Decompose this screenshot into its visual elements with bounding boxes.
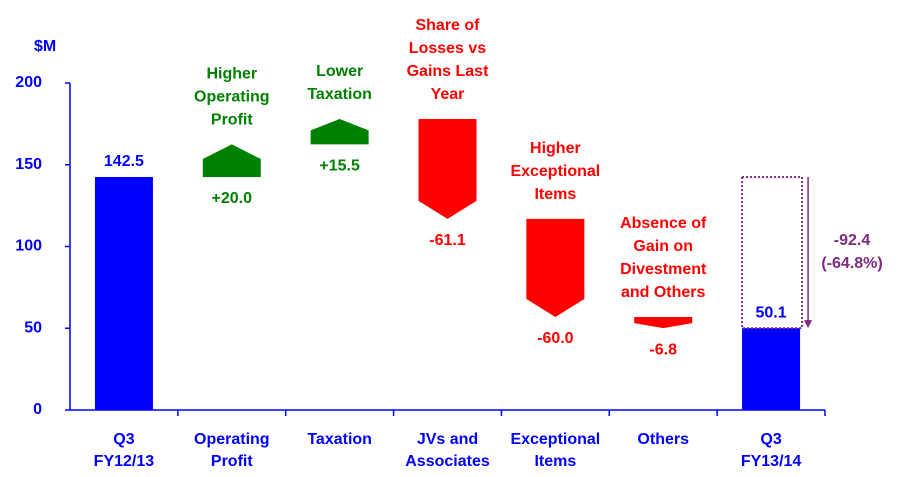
annotation: Absence of [620, 215, 707, 232]
x-tick-label: Items [534, 453, 576, 470]
y-tick-label: 50 [24, 319, 42, 336]
annotation: Taxation [307, 86, 372, 103]
y-tick-label: 0 [33, 401, 42, 418]
annotation: Share of [415, 17, 480, 34]
annotation: Higher [206, 66, 257, 83]
annotation: Gain on [633, 238, 693, 255]
change-box [741, 176, 804, 330]
x-tick-label: Q3 [113, 431, 134, 448]
x-tick-label: Exceptional [510, 431, 600, 448]
annotation: Divestment [620, 261, 707, 278]
x-tick-label: Taxation [307, 431, 372, 448]
x-tick-label: FY13/14 [741, 453, 802, 470]
value-label: 142.5 [104, 153, 144, 170]
x-tick-label: Others [637, 431, 689, 448]
x-tick-label: Associates [405, 453, 490, 470]
x-tick-label: FY12/13 [94, 453, 155, 470]
value-label: 50.1 [756, 304, 787, 321]
annotation: Operating [194, 89, 270, 106]
y-axis-label: $M [34, 38, 56, 55]
value-label: -61.1 [429, 232, 466, 249]
delta-arrow [418, 118, 477, 219]
change-annotation: -92.4 [834, 232, 871, 249]
x-tick-label: Q3 [760, 431, 781, 448]
annotation: and Others [621, 284, 706, 301]
bar [94, 177, 153, 410]
change-annotation: (-64.8%) [821, 255, 882, 272]
y-tick-label: 100 [15, 238, 42, 255]
annotation: Losses vs [409, 40, 486, 57]
annotation: Exceptional [510, 163, 600, 180]
delta-arrow [526, 218, 585, 317]
annotation: Gains Last [407, 63, 489, 80]
annotation: Profit [211, 112, 253, 129]
x-tick-label: JVs and [417, 431, 478, 448]
annotation: Lower [316, 63, 363, 80]
value-label: -60.0 [537, 330, 574, 347]
annotation: Items [534, 186, 576, 203]
delta-arrow [202, 144, 261, 178]
bar [742, 328, 801, 410]
change-arrow-head [804, 320, 813, 329]
y-tick-label: 150 [15, 156, 42, 173]
x-tick-label: Operating [194, 431, 270, 448]
value-label: +20.0 [212, 190, 253, 207]
x-tick-label: Profit [211, 453, 253, 470]
annotation: Year [431, 86, 465, 103]
value-label: -6.8 [649, 341, 677, 358]
value-label: +15.5 [319, 158, 360, 175]
delta-arrow [634, 316, 693, 329]
annotation: Higher [530, 140, 581, 157]
y-tick-label: 200 [15, 74, 42, 91]
delta-arrow [310, 118, 369, 145]
